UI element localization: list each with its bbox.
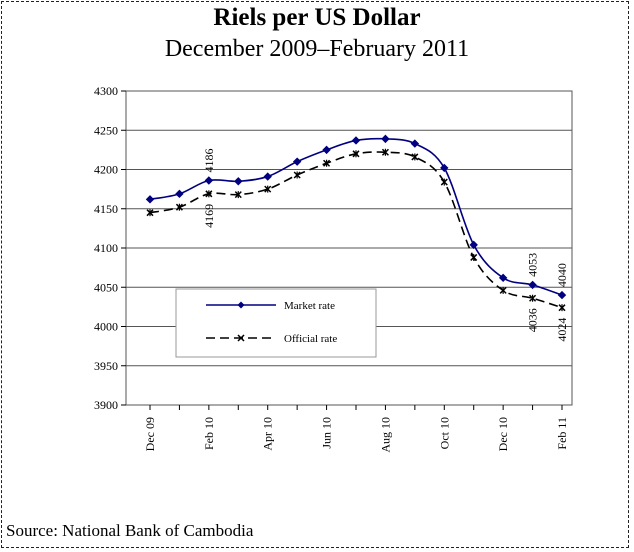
legend-label: Market rate xyxy=(284,300,335,312)
data-label: 4053 xyxy=(526,253,540,277)
data-point xyxy=(498,273,508,283)
data-point xyxy=(263,172,272,181)
data-point xyxy=(351,136,361,145)
x-tick-label: Feb 10 xyxy=(202,417,216,450)
data-point xyxy=(145,195,155,204)
data-point xyxy=(146,209,154,217)
data-point xyxy=(440,178,448,186)
data-point xyxy=(175,203,183,211)
y-tick-label: 4200 xyxy=(94,163,118,177)
data-point xyxy=(292,157,302,166)
data-point xyxy=(411,153,419,161)
y-tick-label: 4100 xyxy=(94,241,118,255)
data-label: 4024 xyxy=(555,318,569,342)
data-label: 4169 xyxy=(202,204,216,228)
chart-title: Riels per US Dollar xyxy=(213,4,421,31)
chart-subtitle: December 2009–February 2011 xyxy=(164,36,470,62)
x-tick-label: Oct 10 xyxy=(437,417,451,449)
data-label: 4036 xyxy=(526,308,540,332)
legend: Market rate Official rate xyxy=(175,288,377,358)
legend-label: Official rate xyxy=(284,333,337,345)
source-note: Source: National Bank of Cambodia xyxy=(6,521,254,540)
data-point xyxy=(234,177,243,186)
x-tick-label: Apr 10 xyxy=(261,417,275,451)
x-tick-label: Aug 10 xyxy=(378,417,392,453)
data-label: 4040 xyxy=(555,263,569,287)
data-point xyxy=(352,150,360,158)
x-tick-label: Dec 10 xyxy=(496,417,510,451)
data-point xyxy=(528,280,537,290)
data-point xyxy=(234,191,242,199)
x-tick-label: Feb 11 xyxy=(555,417,569,450)
data-point xyxy=(558,304,566,312)
data-point xyxy=(440,163,449,173)
y-axis: 3900 3950 4000 4050 4100 4150 4200 4250 4300 xyxy=(94,84,126,412)
data-point xyxy=(322,145,331,155)
data-point xyxy=(470,253,478,261)
x-tick-label: Jun 10 xyxy=(320,417,334,449)
y-tick-label: 4000 xyxy=(94,320,118,334)
data-point xyxy=(499,286,507,294)
data-point xyxy=(205,190,213,198)
data-point xyxy=(557,290,567,300)
data-point xyxy=(410,139,420,148)
y-tick-label: 4150 xyxy=(94,202,118,216)
data-point xyxy=(323,159,331,167)
data-point xyxy=(293,171,301,179)
data-point xyxy=(381,148,389,156)
data-point xyxy=(204,176,214,185)
data-point xyxy=(469,240,478,250)
data-point xyxy=(529,294,537,302)
data-label: 4186 xyxy=(202,148,216,172)
legend-marker xyxy=(237,334,245,342)
y-tick-label: 4250 xyxy=(94,123,118,137)
legend-box xyxy=(175,288,377,358)
y-tick-label: 4300 xyxy=(94,84,118,98)
data-point xyxy=(175,189,184,199)
annotations: 4186 4169 4053 4040 4036 4024 xyxy=(202,148,569,341)
data-point xyxy=(381,134,390,144)
x-tick-label: Dec 09 xyxy=(143,417,157,451)
y-tick-label: 3900 xyxy=(94,398,118,412)
data-point xyxy=(264,185,272,193)
y-tick-label: 4050 xyxy=(94,280,118,294)
x-axis: Dec 09 Feb 10 Apr 10 Jun 10 Aug 10 Oct 10 Dec … xyxy=(143,405,569,453)
y-tick-label: 3950 xyxy=(94,359,118,373)
series-layer xyxy=(145,134,567,312)
legend-marker xyxy=(237,301,245,309)
